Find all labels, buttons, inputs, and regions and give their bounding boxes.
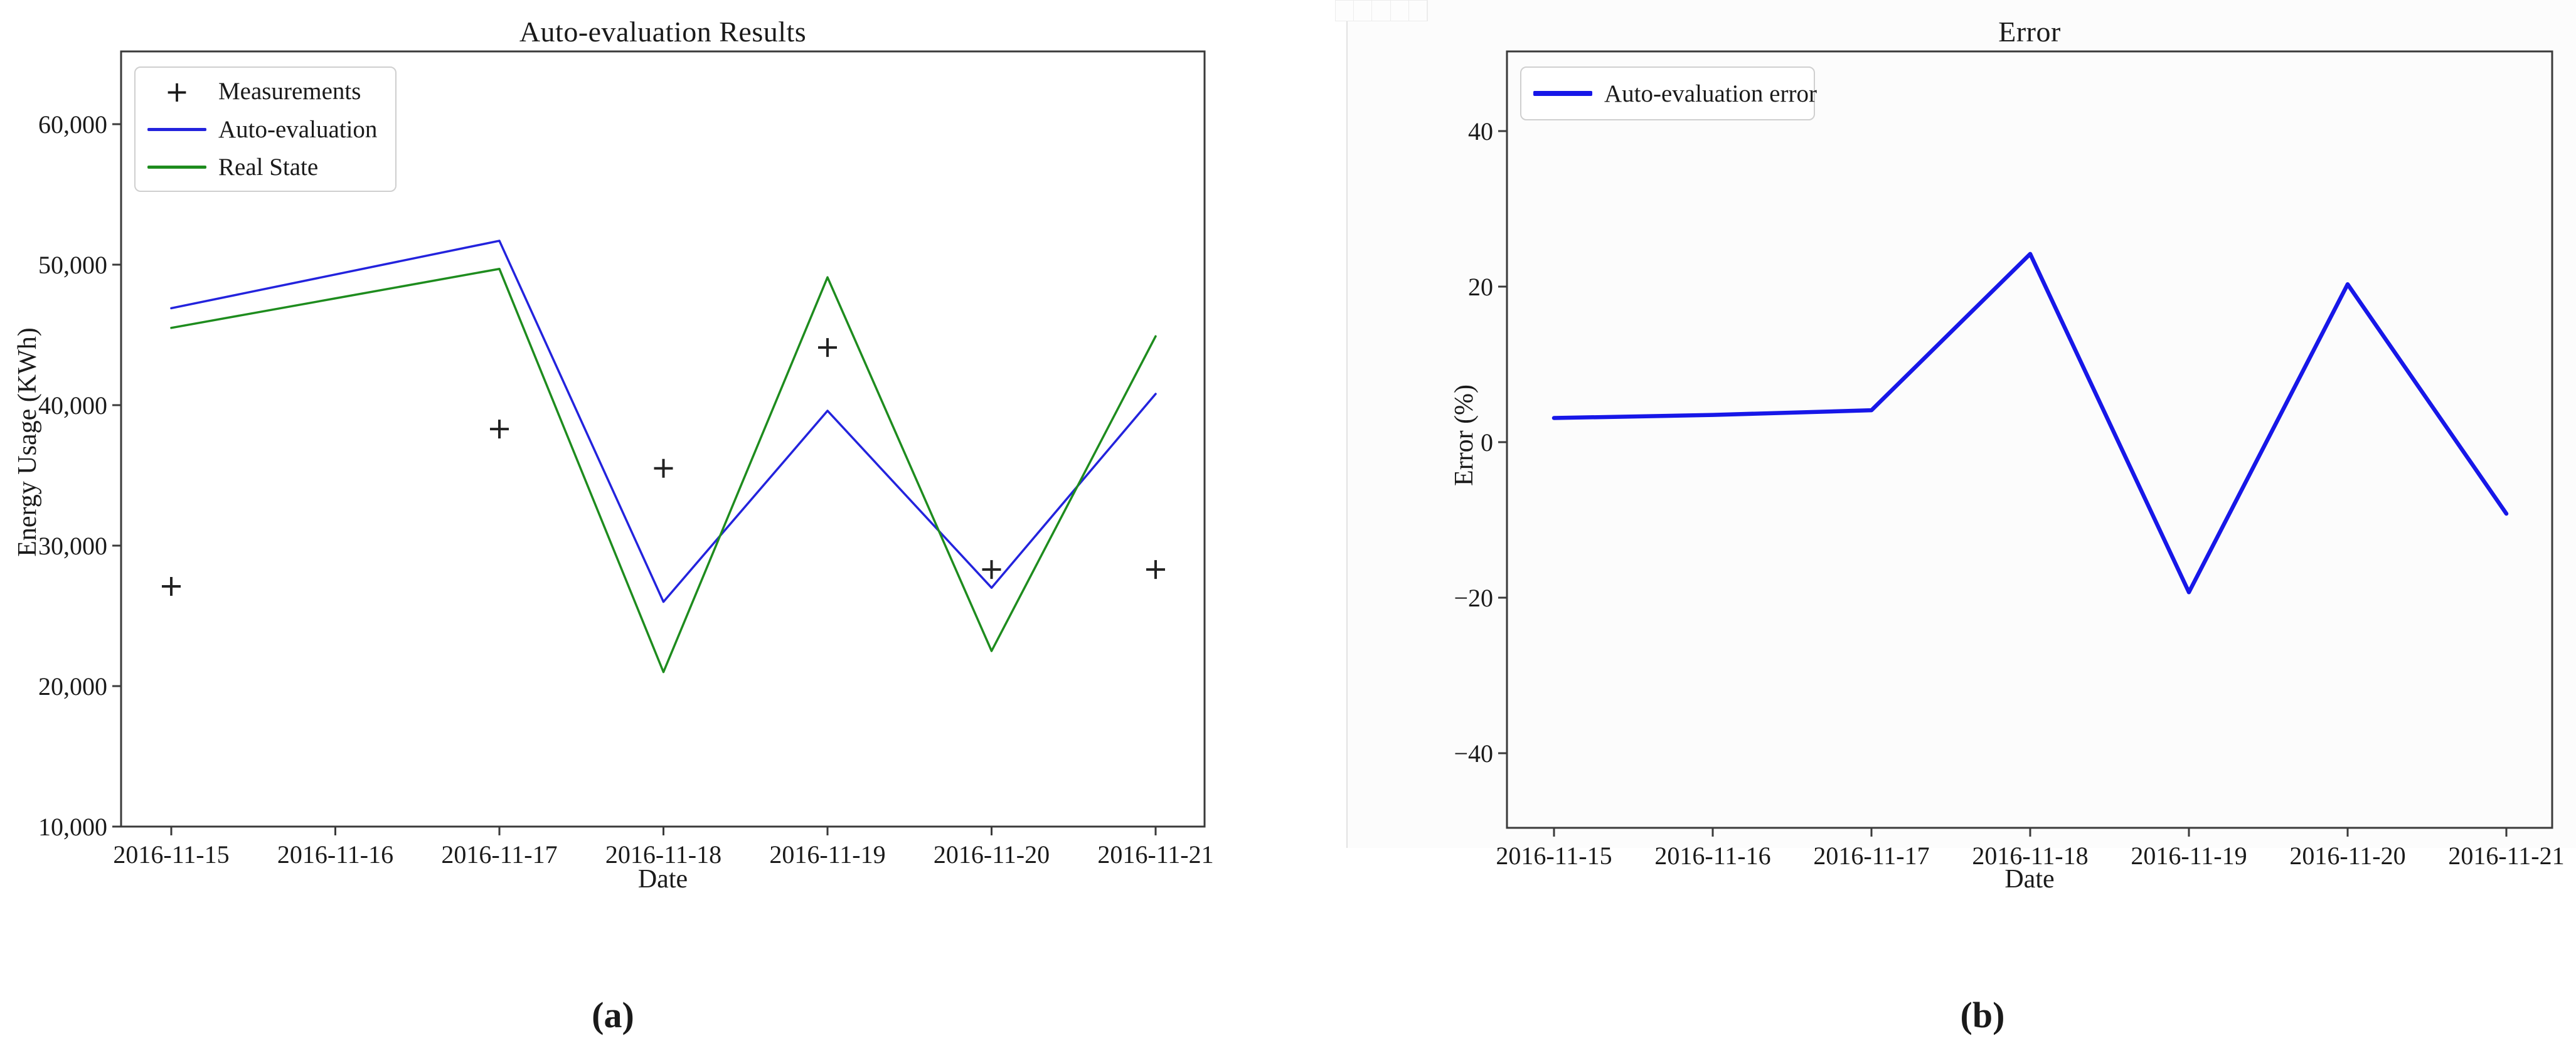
artifact-cell — [1390, 1, 1409, 21]
legend-item-auto-evaluation: Auto-evaluation — [136, 115, 395, 144]
measurement-marker — [162, 576, 181, 596]
legend-item-real-state: Real State — [136, 153, 395, 181]
error-chart-title: Error — [1998, 16, 2061, 48]
green-line-icon — [136, 165, 218, 169]
x-tick-label: 2016-11-18 — [605, 840, 721, 869]
x-tick-label: 2016-11-21 — [2448, 842, 2564, 870]
subfigure-a-caption: (a) — [592, 995, 634, 1035]
artifact-cell — [1336, 1, 1355, 21]
y-tick-label: 20,000 — [38, 672, 107, 701]
measurement-marker — [654, 458, 673, 478]
artifact-cell — [1354, 1, 1373, 21]
x-tick-label: 2016-11-15 — [113, 840, 229, 869]
x-tick-label: 2016-11-17 — [441, 840, 557, 869]
x-tick-label: 2016-11-16 — [1654, 842, 1770, 870]
blue-line-swatch — [147, 127, 206, 131]
error-line-swatch — [1533, 91, 1592, 96]
plot-frame — [1506, 50, 2553, 829]
y-tick-label: 20 — [1468, 273, 1493, 301]
y-tick-label: 0 — [1481, 428, 1493, 457]
measurement-marker — [818, 338, 837, 357]
legend-label: Real State — [218, 153, 319, 181]
x-tick-label: 2016-11-21 — [1097, 840, 1213, 869]
legend-item-measurements: + Measurements — [136, 74, 395, 108]
green-line-swatch — [147, 165, 206, 169]
y-tick-label: 10,000 — [38, 813, 107, 841]
error-plot: −40 −20 0 20 40 2016-11-15 2016-11-16 2016-11-1… — [1454, 50, 2565, 870]
x-tick-label: 2016-11-17 — [1813, 842, 1929, 870]
measurement-marker — [982, 560, 1001, 579]
error-chart-legend: Auto-evaluation error — [1520, 66, 1817, 120]
x-tick-label: 2016-11-19 — [769, 840, 885, 869]
y-tick-label: 30,000 — [38, 532, 107, 560]
artifact-cell — [1372, 1, 1391, 21]
blue-line-icon — [136, 127, 218, 131]
x-tick-label: 2016-11-18 — [1972, 842, 2088, 870]
energy-chart-y-axis-label: Energy Usage (KWh) — [13, 327, 42, 557]
thick-blue-line-icon — [1521, 91, 1604, 96]
legend-label: Measurements — [218, 78, 361, 105]
energy-usage-plot: 10,000 20,000 30,000 40,000 50,000 60,000 2016… — [38, 50, 1214, 869]
error-chart-y-axis-label: Error (%) — [1450, 384, 1479, 487]
y-tick-label: −20 — [1454, 584, 1493, 612]
error-figure-background — [1346, 0, 2576, 848]
measurement-marker — [490, 420, 509, 439]
plus-marker-icon: + — [136, 74, 218, 108]
image-edge-artifact — [1335, 0, 1428, 21]
legend-item-auto-evaluation-error: Auto-evaluation error — [1521, 80, 1817, 108]
energy-chart-legend: + Measurements Auto-evaluation Real Stat… — [134, 66, 397, 192]
x-tick-label: 2016-11-15 — [1496, 842, 1612, 870]
legend-label: Auto-evaluation — [218, 115, 378, 143]
x-tick-label: 2016-11-20 — [2289, 842, 2405, 870]
subfigure-b-caption: (b) — [1960, 995, 2005, 1035]
artifact-cell — [1408, 1, 1427, 21]
y-tick-label: 50,000 — [38, 251, 107, 279]
measurement-marker — [1146, 560, 1165, 579]
y-tick-label: 40,000 — [38, 391, 107, 420]
y-tick-label: −40 — [1454, 739, 1493, 768]
y-tick-label: 60,000 — [38, 110, 107, 139]
auto-evaluation-error-line — [1551, 251, 2509, 595]
legend-label: Auto-evaluation error — [1604, 80, 1817, 107]
x-tick-label: 2016-11-16 — [277, 840, 393, 869]
real-state-line — [170, 267, 1157, 674]
x-tick-label: 2016-11-19 — [2131, 842, 2247, 870]
auto-evaluation-line — [170, 240, 1157, 603]
error-chart-x-axis-label: Date — [2004, 865, 2055, 894]
energy-chart-x-axis-label: Date — [637, 865, 688, 894]
x-tick-label: 2016-11-20 — [934, 840, 1050, 869]
plus-glyph: + — [164, 74, 189, 108]
y-tick-label: 40 — [1468, 117, 1493, 145]
energy-chart-title: Auto-evaluation Results — [519, 16, 807, 48]
